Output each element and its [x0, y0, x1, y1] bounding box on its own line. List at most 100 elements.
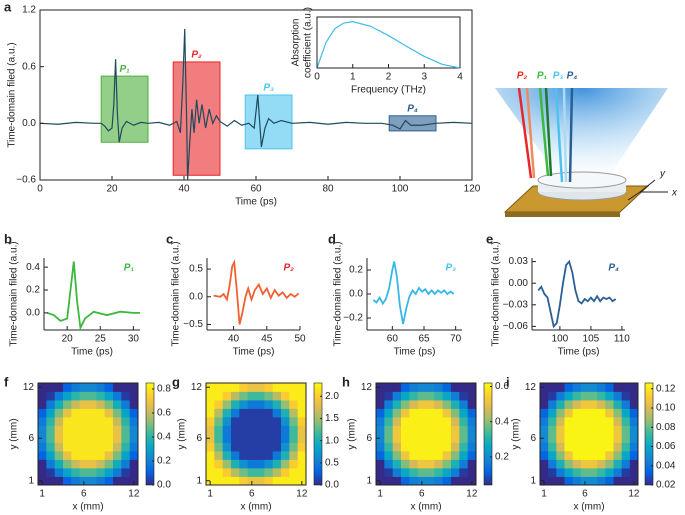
heat-cell	[222, 434, 232, 443]
heat-cell	[442, 476, 452, 486]
heat-cell	[256, 391, 265, 401]
heat-cell	[104, 442, 114, 452]
beam-p3	[554, 87, 564, 183]
heat-cell	[71, 383, 81, 392]
x-tick-label: 1	[350, 72, 356, 83]
pulse-label: P₄	[407, 103, 418, 114]
heat-cell	[613, 400, 623, 409]
colorbar-tick-label: 0.2	[495, 452, 509, 463]
heat-cell	[38, 459, 47, 469]
heat-cell	[289, 459, 299, 469]
colorbar-tick-label: 0.6	[157, 408, 171, 419]
heat-cell	[459, 391, 469, 401]
heat-cell	[239, 417, 249, 426]
colorbar-tick-label: 0.02	[656, 480, 676, 491]
heat-cell	[96, 400, 106, 409]
heat-cell	[401, 408, 410, 418]
heat-cell	[281, 451, 290, 460]
heat-cell	[384, 451, 394, 460]
heat-cell	[597, 442, 606, 452]
y-tick-label: 12	[361, 382, 373, 393]
heat-cell	[104, 425, 114, 435]
heat-cell	[281, 434, 290, 443]
heat-cell	[580, 417, 590, 426]
heat-cell	[442, 391, 452, 401]
heat-cell	[621, 408, 631, 418]
heat-cell	[564, 383, 574, 392]
heat-cell	[239, 383, 249, 392]
heat-cell	[214, 468, 224, 477]
heat-cell	[409, 417, 419, 426]
heat-cell	[417, 468, 427, 477]
heat-cell	[264, 434, 274, 443]
x-axis-label: Time (ps)	[394, 347, 436, 358]
heat-cell	[384, 400, 394, 409]
heat-cell	[401, 383, 410, 392]
heat-cell	[46, 383, 56, 392]
heat-cell	[556, 383, 565, 392]
heat-cell	[459, 476, 469, 486]
heat-cell	[214, 408, 224, 418]
heat-cell	[417, 400, 427, 409]
y-axis-label: Time-domain filed (a.u.)	[171, 241, 182, 346]
heat-cell	[417, 451, 427, 460]
heat-cell	[589, 476, 598, 486]
heat-cell	[467, 383, 477, 392]
heat-cell	[605, 417, 614, 426]
pulse-window	[172, 61, 221, 176]
heat-cell	[384, 442, 394, 452]
heat-cell	[104, 434, 114, 443]
heat-cell	[589, 442, 598, 452]
beam-cone	[495, 88, 668, 172]
heat-cell	[392, 476, 402, 486]
heat-cell	[247, 434, 257, 443]
heat-cell	[239, 451, 249, 460]
axes-frame	[375, 382, 477, 486]
heat-cell	[597, 468, 606, 477]
heat-cell	[392, 383, 402, 392]
x-tick-label: 6	[419, 489, 425, 500]
heat-cell	[548, 400, 557, 409]
heat-cell	[206, 383, 215, 392]
heat-cell	[88, 434, 97, 443]
heat-cell	[459, 468, 469, 477]
heat-cell	[129, 425, 139, 435]
heat-cell	[589, 417, 598, 426]
heat-cell	[247, 417, 257, 426]
heat-cell	[104, 383, 114, 392]
heat-cell	[247, 391, 257, 401]
heat-cell	[442, 425, 452, 435]
heat-cell	[289, 417, 299, 426]
heat-cell	[214, 459, 224, 469]
heat-cell	[281, 417, 290, 426]
heat-cell	[79, 383, 89, 392]
heat-cell	[629, 434, 639, 443]
axes-frame	[316, 16, 461, 69]
heat-cell	[79, 476, 89, 486]
beam-label: P₁	[537, 71, 548, 82]
heat-cell	[605, 400, 614, 409]
heat-cell	[281, 383, 290, 392]
colorbar	[483, 382, 493, 486]
heat-cell	[376, 442, 385, 452]
heat-cell	[256, 417, 265, 426]
heat-cell	[409, 408, 419, 418]
heat-cell	[256, 383, 265, 392]
heat-cell	[104, 451, 114, 460]
heat-cell	[426, 442, 435, 452]
heat-cell	[121, 425, 131, 435]
heat-cell	[38, 451, 47, 460]
heat-cell	[621, 383, 631, 392]
heat-cell	[548, 383, 557, 392]
heat-cell	[376, 408, 385, 418]
heat-cell	[548, 451, 557, 460]
beam-label: P₂	[517, 71, 528, 82]
heat-cell	[392, 459, 402, 469]
heat-cell	[113, 408, 122, 418]
heat-cell	[442, 451, 452, 460]
heat-cell	[222, 451, 232, 460]
heat-cell	[272, 434, 282, 443]
colorbar-tick-label: 0.08	[656, 422, 676, 433]
heat-cell	[46, 476, 56, 486]
heat-cell	[621, 476, 631, 486]
